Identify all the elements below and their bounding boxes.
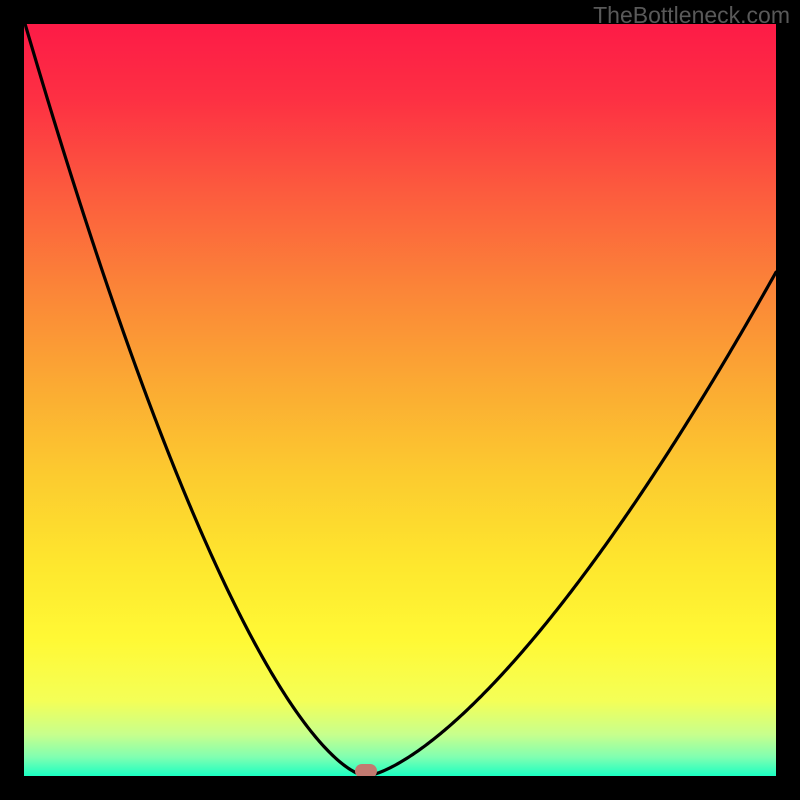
plot-area — [24, 24, 776, 776]
minimum-marker — [355, 764, 377, 776]
chart-frame: TheBottleneck.com — [0, 0, 800, 800]
watermark-text: TheBottleneck.com — [593, 2, 790, 29]
bottleneck-curve — [24, 24, 776, 776]
